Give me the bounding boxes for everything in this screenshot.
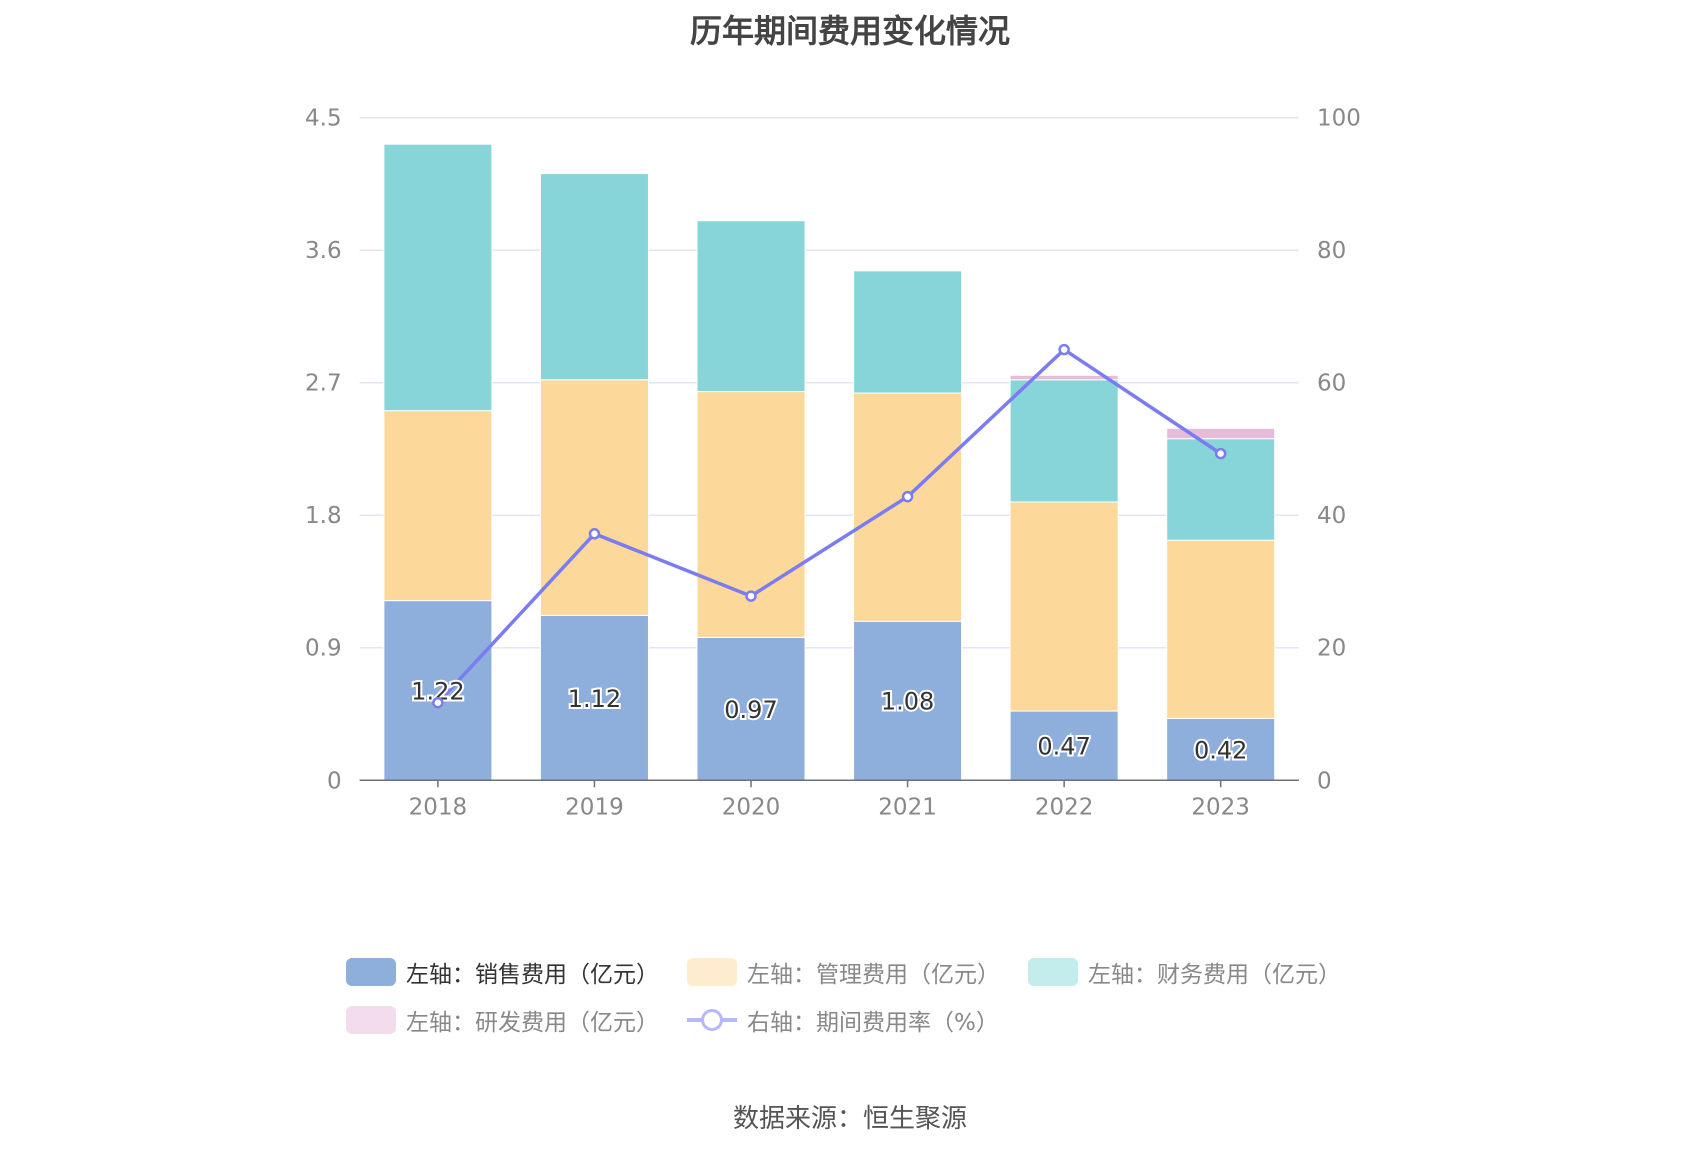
- y-right-tick-label: 60: [1317, 371, 1346, 397]
- legend-item-finance[interactable]: 左轴：财务费用（亿元）: [1028, 955, 1341, 989]
- y-right-tick-label: 80: [1317, 238, 1346, 264]
- bar-mgmt: [1009, 501, 1119, 712]
- legend-swatch-rd: [346, 1006, 396, 1034]
- sales-data-label: 0.42: [1194, 736, 1247, 764]
- bar-finance: [383, 143, 493, 412]
- bar-sales: [1166, 717, 1276, 781]
- bar-finance: [696, 220, 806, 393]
- y-left-tick-label: 2.7: [305, 371, 342, 397]
- y-left-tick-label: 3.6: [305, 238, 342, 264]
- legend-item-mgmt[interactable]: 左轴：管理费用（亿元）: [687, 955, 1000, 989]
- legend-row-1: 左轴：销售费用（亿元） 左轴：管理费用（亿元） 左轴：财务费用（亿元）: [346, 948, 1446, 996]
- legend-label-sales: 左轴：销售费用（亿元）: [406, 962, 659, 988]
- bar-sales: [696, 636, 806, 781]
- bar-mgmt: [853, 392, 963, 622]
- x-tick-label: 2021: [878, 794, 937, 820]
- x-tick-label: 2020: [722, 794, 781, 820]
- legend-line-circle-icon: [687, 1006, 737, 1034]
- y-left-tick-label: 1.8: [305, 503, 342, 529]
- legend-label-mgmt: 左轴：管理费用（亿元）: [747, 962, 1000, 988]
- y-right-tick-label: 100: [1317, 106, 1361, 132]
- rate-point: [745, 590, 757, 602]
- bar-rd: [1166, 427, 1276, 440]
- bar-sales: [383, 600, 493, 781]
- legend-item-rd[interactable]: 左轴：研发费用（亿元）: [346, 1003, 659, 1037]
- x-tick-label: 2019: [565, 794, 624, 820]
- rate-point: [901, 490, 914, 503]
- bar-finance: [539, 173, 649, 381]
- bar-sales: [853, 620, 963, 781]
- chart-title: 历年期间费用变化情况: [689, 12, 1010, 50]
- legend-label-finance: 左轴：财务费用（亿元）: [1088, 962, 1341, 988]
- legend-item-sales[interactable]: 左轴：销售费用（亿元）: [346, 955, 659, 989]
- sales-data-label: 1.22: [411, 677, 464, 705]
- y-left-tick-label: 0: [327, 768, 342, 794]
- rate-line: [436, 347, 1222, 704]
- legend: 左轴：销售费用（亿元） 左轴：管理费用（亿元） 左轴：财务费用（亿元） 左轴：研…: [346, 948, 1446, 1044]
- legend-swatch-sales: [346, 958, 396, 986]
- x-tick-label: 2018: [409, 794, 468, 820]
- bar-sales: [1009, 710, 1119, 781]
- y-left-tick-label: 4.5: [305, 106, 342, 132]
- bar-mgmt: [383, 410, 493, 602]
- y-right-tick-label: 20: [1317, 636, 1346, 662]
- bar-rd: [1009, 374, 1119, 381]
- rate-point: [1058, 343, 1070, 356]
- bar-finance: [1009, 379, 1119, 503]
- y-right-tick-label: 0: [1317, 768, 1332, 794]
- rate-point: [588, 528, 601, 540]
- legend-label-rate: 右轴：期间费用率（%）: [747, 1010, 999, 1036]
- x-tick-label: 2022: [1035, 794, 1094, 820]
- x-tick-label: 2023: [1191, 794, 1250, 820]
- y-left-tick-label: 0.9: [305, 636, 342, 662]
- legend-swatch-finance: [1028, 958, 1078, 986]
- bar-finance: [853, 270, 963, 394]
- legend-row-2: 左轴：研发费用（亿元） 右轴：期间费用率（%）: [346, 996, 1446, 1044]
- legend-label-rd: 左轴：研发费用（亿元）: [406, 1010, 659, 1036]
- legend-item-rate[interactable]: 右轴：期间费用率（%）: [687, 1003, 999, 1037]
- y-right-tick-label: 40: [1317, 503, 1346, 529]
- rate-point: [432, 696, 444, 709]
- sales-data-label: 0.97: [724, 696, 777, 724]
- legend-swatch-mgmt: [687, 958, 737, 986]
- bar-mgmt: [1166, 539, 1276, 719]
- sales-data-label: 1.08: [881, 688, 934, 716]
- sales-data-label: 0.47: [1037, 733, 1090, 761]
- sales-data-label: 1.12: [568, 685, 621, 713]
- bar-mgmt: [539, 379, 649, 616]
- data-source: 数据来源：恒生聚源: [732, 1104, 967, 1134]
- rate-point: [1214, 447, 1227, 460]
- bar-sales: [539, 614, 649, 781]
